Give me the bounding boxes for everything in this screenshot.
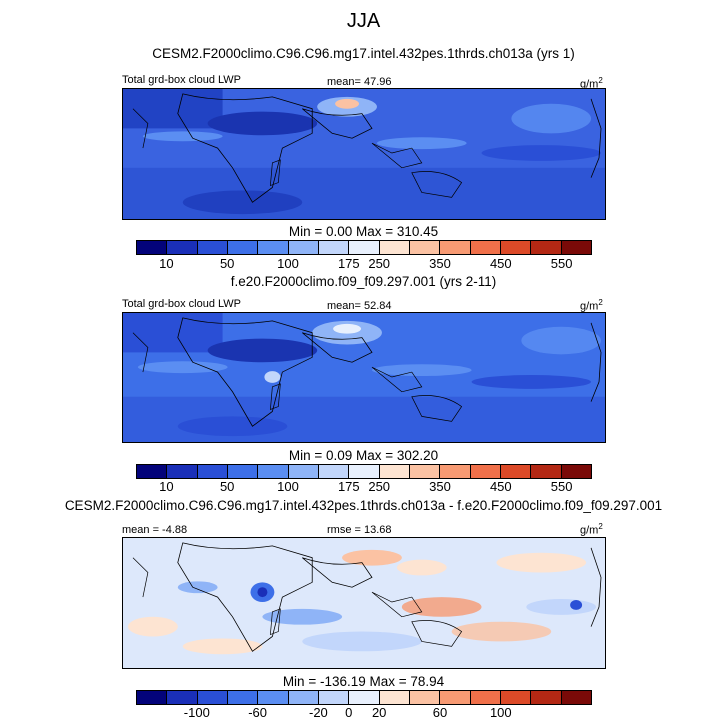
panel-3-subtitle: CESM2.F2000climo.C96.C96.mg17.intel.432p… (64, 498, 663, 513)
colorbar-swatch (197, 691, 228, 704)
colorbar-swatch (561, 241, 591, 254)
panel-1-map (122, 88, 606, 220)
colorbar-swatch (531, 465, 562, 478)
panel-2-map-field (123, 313, 605, 442)
colorbar-swatch (379, 465, 410, 478)
colorbar-tick-label: 250 (368, 479, 391, 494)
colorbar-swatch (500, 465, 532, 478)
panel-2-colorbar-ticks: 10 50 100 175 250 350 450 550 (136, 479, 592, 495)
panel-3-map-field (123, 538, 605, 668)
colorbar-swatch (167, 691, 198, 704)
colorbar-tick-label: 250 (368, 256, 391, 271)
panel-3-rmse-label: rmse = 13.68 (327, 524, 392, 536)
panel-1-map-field (123, 89, 605, 219)
colorbar-swatch (167, 241, 198, 254)
colorbar-swatch (349, 465, 380, 478)
panel-1-subtitle: CESM2.F2000climo.C96.C96.mg17.intel.432p… (152, 46, 575, 61)
panel-3-colorbar-ticks: -100 -60 -20 0 20 60 100 (136, 705, 592, 721)
colorbar-tick-label: 0 (345, 705, 353, 720)
panel-3-mean-label: mean = -4.88 (122, 524, 188, 536)
colorbar-swatch (561, 465, 591, 478)
colorbar-swatch (470, 691, 501, 704)
colorbar-tick-label: 450 (489, 479, 512, 494)
colorbar-swatch (318, 465, 350, 478)
colorbar-swatch (500, 691, 532, 704)
colorbar-tick-label: 50 (219, 479, 235, 494)
colorbar-swatch (409, 465, 441, 478)
colorbar-tick-label: 175 (337, 256, 360, 271)
colorbar-swatch (379, 691, 410, 704)
colorbar-tick-label: -100 (183, 705, 210, 720)
colorbar-swatch (137, 465, 168, 478)
colorbar-swatch (561, 691, 591, 704)
colorbar-tick-label: 50 (219, 256, 235, 271)
colorbar-swatch (409, 241, 441, 254)
colorbar-swatch (318, 241, 350, 254)
colorbar-swatch (167, 465, 198, 478)
colorbar-tick-label: 60 (432, 705, 448, 720)
colorbar-swatch (288, 241, 319, 254)
panel-2-units: g/m2 (580, 298, 603, 313)
colorbar-swatch (137, 691, 168, 704)
colorbar-swatch (349, 241, 380, 254)
colorbar-swatch (258, 465, 289, 478)
colorbar-swatch (258, 691, 289, 704)
colorbar-swatch (227, 691, 259, 704)
colorbar-tick-label: 20 (371, 705, 387, 720)
colorbar-swatch (409, 691, 441, 704)
panel-2-minmax: Min = 0.09 Max = 302.20 (288, 448, 439, 463)
colorbar-swatch (197, 241, 228, 254)
colorbar-tick-label: -20 (308, 705, 328, 720)
colorbar-tick-label: 10 (159, 256, 174, 271)
colorbar-tick-label: -60 (248, 705, 267, 720)
colorbar-swatch (258, 241, 289, 254)
colorbar-tick-label: 350 (429, 256, 451, 271)
panel-1-minmax: Min = 0.00 Max = 310.45 (288, 224, 439, 239)
figure-title: JJA (346, 10, 381, 32)
colorbar-swatch (137, 241, 168, 254)
colorbar-tick-label: 350 (429, 479, 451, 494)
panel-3-colorbar (136, 690, 592, 705)
panel-2-left-label: Total grd-box cloud LWP (122, 298, 242, 310)
colorbar-swatch (470, 465, 501, 478)
colorbar-tick-label: 450 (489, 256, 512, 271)
colorbar-tick-label: 10 (159, 479, 174, 494)
colorbar-swatch (318, 691, 350, 704)
colorbar-tick-label: 100 (277, 256, 299, 271)
colorbar-swatch (440, 241, 471, 254)
colorbar-swatch (500, 241, 532, 254)
colorbar-swatch (379, 241, 410, 254)
panel-1-left-label: Total grd-box cloud LWP (122, 74, 242, 86)
panel-3-minmax: Min = -136.19 Max = 78.94 (282, 674, 445, 689)
colorbar-swatch (470, 241, 501, 254)
panel-2-subtitle: f.e20.F2000climo.f09_f09.297.001 (yrs 2-… (230, 274, 497, 289)
colorbar-swatch (288, 691, 319, 704)
colorbar-tick-label: 550 (550, 256, 573, 271)
colorbar-swatch (227, 465, 259, 478)
colorbar-swatch (440, 691, 471, 704)
colorbar-swatch (197, 465, 228, 478)
panel-1-colorbar-ticks: 10 50 100 175 250 350 450 550 (136, 256, 592, 272)
colorbar-tick-label: 175 (337, 479, 360, 494)
colorbar-tick-label: 550 (550, 479, 573, 494)
colorbar-swatch (349, 691, 380, 704)
colorbar-swatch (531, 691, 562, 704)
panel-1-units: g/m2 (580, 76, 603, 91)
panel-3-map (122, 537, 606, 669)
panel-1-mean-label: mean= 47.96 (327, 76, 392, 88)
panel-2-colorbar (136, 464, 592, 479)
colorbar-swatch (440, 465, 471, 478)
panel-2-map (122, 312, 606, 443)
panel-3-units: g/m2 (580, 522, 603, 537)
colorbar-swatch (288, 465, 319, 478)
colorbar-swatch (531, 241, 562, 254)
panel-2-mean-label: mean= 52.84 (327, 300, 392, 312)
colorbar-tick-label: 100 (277, 479, 299, 494)
colorbar-tick-label: 100 (489, 705, 512, 720)
colorbar-swatch (227, 241, 259, 254)
panel-1-colorbar (136, 240, 592, 255)
